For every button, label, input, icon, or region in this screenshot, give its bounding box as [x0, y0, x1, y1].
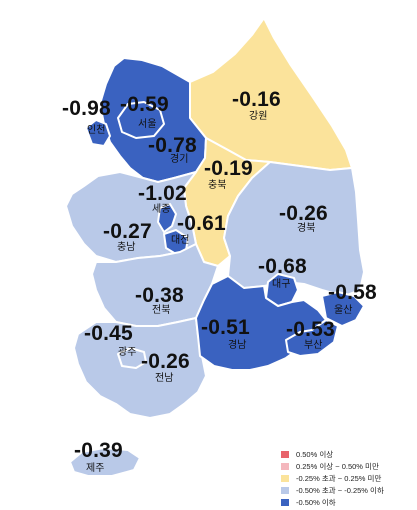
- region-name-sejong: 세종: [152, 204, 171, 215]
- value-label-gyeongnam: -0.51: [201, 316, 250, 339]
- value-label-gyeonggi: -0.78: [148, 134, 197, 157]
- region-name-gyeongbuk: 경북: [297, 223, 316, 234]
- region-name-busan: 부산: [304, 340, 323, 351]
- region-name-jeju: 제주: [86, 463, 105, 474]
- legend-item: -0.50% 이하: [281, 497, 417, 507]
- map-legend: 0.50% 이상 0.25% 이상 ~ 0.50% 미만 -0.25% 초과 ~…: [281, 449, 417, 509]
- value-label-incheon: -0.98: [62, 97, 111, 120]
- region-name-gyeonggi: 경기: [170, 154, 189, 165]
- legend-item: 0.25% 이상 ~ 0.50% 미만: [281, 461, 417, 471]
- region-name-ulsan: 울산: [334, 305, 353, 316]
- legend-label: -0.50% 초과 ~ -0.25% 이하: [296, 485, 384, 495]
- value-label-ulsan: -0.58: [328, 281, 377, 304]
- region-jeonnam: [73, 317, 207, 419]
- value-label-gyeongbuk: -0.26: [279, 202, 328, 225]
- value-label-jeonnam: -0.26: [141, 350, 190, 373]
- legend-swatch: [281, 462, 289, 470]
- value-label-busan: -0.53: [286, 318, 335, 341]
- region-name-jeonbuk: 전북: [152, 305, 171, 316]
- region-incheon: [85, 119, 111, 147]
- region-busan: [285, 319, 339, 357]
- region-name-gyeongnam: 경남: [228, 340, 247, 351]
- region-gwangju: [117, 347, 147, 369]
- region-name-seoul: 서울: [138, 119, 157, 130]
- region-name-chungnam: 충남: [117, 242, 136, 253]
- region-sejong: [157, 203, 177, 233]
- value-label-chungnam: -0.27: [103, 220, 152, 243]
- value-label-gwangju: -0.45: [84, 322, 133, 345]
- region-name-gangwon: 강원: [249, 111, 268, 122]
- value-label-gangwon: -0.16: [232, 88, 281, 111]
- legend-label: -0.25% 초과 ~ 0.25% 미만: [296, 473, 382, 483]
- region-name-chungbuk: 충북: [208, 180, 227, 191]
- legend-label: 0.25% 이상 ~ 0.50% 미만: [296, 461, 379, 471]
- value-label-jeju: -0.39: [74, 439, 123, 462]
- value-label-daejeon: -0.61: [177, 212, 226, 235]
- legend-label: 0.50% 이상: [296, 449, 334, 459]
- region-name-incheon: 인천: [87, 125, 106, 136]
- region-name-daejeon: 대전: [171, 235, 190, 246]
- region-seoul: [117, 101, 165, 139]
- value-label-chungbuk: -0.19: [204, 157, 253, 180]
- legend-swatch: [281, 486, 289, 494]
- value-label-jeonbuk: -0.38: [135, 284, 184, 307]
- legend-item: -0.25% 초과 ~ 0.25% 미만: [281, 473, 417, 483]
- region-jeju: [69, 447, 141, 477]
- legend-swatch: [281, 450, 289, 458]
- legend-label: -0.50% 이하: [296, 497, 336, 507]
- region-name-gwangju: 광주: [118, 347, 137, 358]
- legend-item: 0.50% 이상: [281, 449, 417, 459]
- value-label-daegu: -0.68: [258, 255, 307, 278]
- legend-swatch: [281, 474, 289, 482]
- region-name-daegu: 대구: [272, 279, 291, 290]
- legend-item: -0.50% 초과 ~ -0.25% 이하: [281, 485, 417, 495]
- region-ulsan: [321, 291, 365, 327]
- legend-swatch: [281, 498, 289, 506]
- value-label-sejong: -1.02: [138, 182, 187, 205]
- region-name-jeonnam: 전남: [155, 373, 174, 384]
- value-label-seoul: -0.59: [120, 93, 169, 116]
